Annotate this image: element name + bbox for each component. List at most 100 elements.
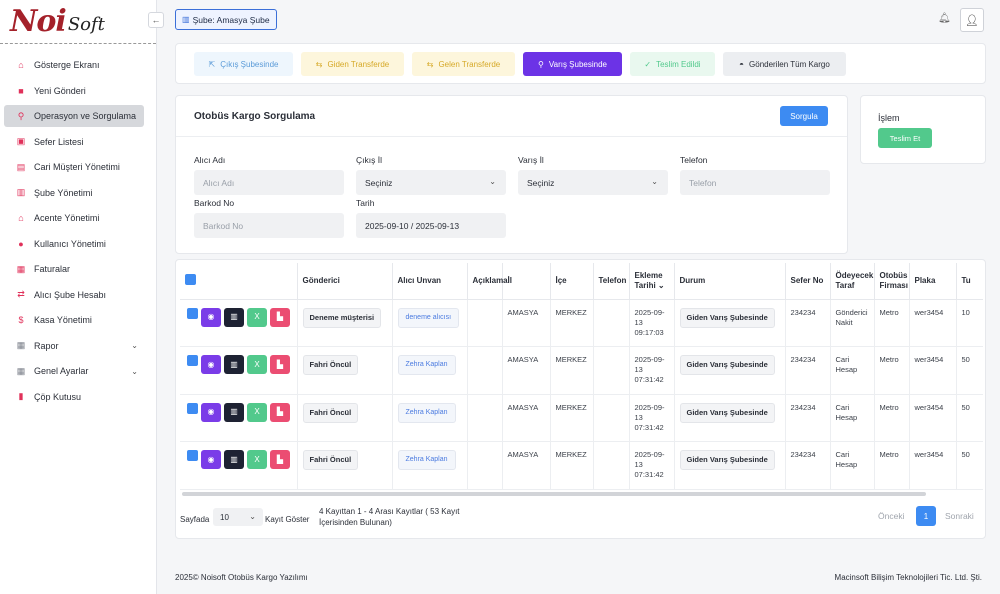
sidebar-item-customers[interactable]: ▤ Cari Müşteri Yönetimi [4, 156, 144, 178]
view-icon[interactable]: ◉ [201, 402, 221, 422]
column-header[interactable]: Alıcı Unvan [392, 263, 468, 300]
date-range-input[interactable]: 2025-09-10 / 2025-09-13 [356, 213, 506, 238]
pdf-icon[interactable]: ▙ [270, 402, 290, 422]
barcode-icon[interactable]: ▥ [224, 355, 244, 374]
sender-badge[interactable]: Fahri Öncül [302, 355, 359, 375]
horizontal-scrollbar[interactable] [182, 492, 926, 496]
row-checkbox[interactable] [187, 450, 198, 461]
sidebar-item-agencies[interactable]: ⌂ Acente Yönetimi [4, 207, 144, 229]
excel-icon[interactable]: X [247, 307, 267, 327]
table-row[interactable]: ◉ ▥ X ▙ Deneme müşterisi deneme alıcısı AMASYA… [180, 299, 983, 347]
receiver-badge[interactable]: Zehra Kaplan [397, 402, 456, 423]
pdf-icon[interactable]: ▙ [270, 307, 290, 327]
row-checkbox[interactable] [187, 307, 198, 319]
sidebar-item-settings[interactable]: ▦ Genel Ayarlar ⌄ [4, 360, 144, 382]
tab-label: Gelen Transferde [438, 59, 501, 69]
column-header[interactable]: Plaka [909, 263, 957, 300]
phone-input[interactable]: Telefon [680, 170, 830, 195]
view-icon[interactable]: ◉ [201, 355, 221, 374]
row-checkbox[interactable] [187, 402, 198, 414]
sender-badge[interactable]: Fahri Öncül [302, 450, 359, 470]
deliver-button[interactable]: Teslim Et [878, 128, 932, 148]
status-badge[interactable]: Giden Varış Şubesinde [679, 450, 775, 470]
status-badge[interactable]: Giden Varış Şubesinde [679, 355, 775, 375]
city-cell: AMASYA [502, 394, 551, 442]
sidebar-item-users[interactable]: ● Kullanıcı Yönetimi [4, 233, 144, 255]
sidebar-item-trash[interactable]: ▮ Çöp Kutusu [4, 386, 144, 408]
per-page-select[interactable]: 10 ⌄ [213, 508, 263, 526]
pdf-icon[interactable]: ▙ [270, 355, 290, 374]
barcode-input[interactable]: Barkod No [194, 213, 344, 238]
sidebar-item-receiver-account[interactable]: ⇄ Alıcı Şube Hesabı [4, 284, 144, 306]
select-all-checkbox[interactable] [185, 273, 196, 285]
sidebar-item-operations[interactable]: ⚲ Operasyon ve Sorgulama [4, 105, 144, 127]
trip-no-cell: 234234 [785, 299, 831, 347]
receiver-badge[interactable]: deneme alıcısı [397, 307, 460, 328]
table-row[interactable]: ◉ ▥ X ▙ Fahri Öncül Zehra Kaplan AMASYA MERKEZ 2… [180, 346, 983, 395]
sender-badge[interactable]: Deneme müşterisi [302, 307, 382, 328]
excel-icon[interactable]: X [247, 355, 267, 374]
receiver-name-input[interactable]: Alıcı Adı [194, 170, 344, 195]
status-badge[interactable]: Giden Varış Şubesinde [679, 307, 775, 328]
excel-icon[interactable]: X [247, 450, 267, 469]
exchange-icon: ⇆ [426, 59, 434, 69]
arrival-city-select[interactable]: Seçiniz ⌄ [518, 170, 668, 195]
barcode-icon[interactable]: ▥ [224, 402, 244, 422]
chevron-down-icon: ⌄ [651, 177, 658, 186]
tab-incoming-transfer[interactable]: ⇆ Gelen Transferde [412, 52, 515, 76]
tab-outgoing-transfer[interactable]: ⇆ Giden Transferde [301, 52, 404, 76]
sidebar-item-dashboard[interactable]: ⌂ Gösterge Ekranı [4, 54, 144, 76]
table-row[interactable]: ◉ ▥ X ▙ Fahri Öncül Zehra Kaplan AMASYA MERKEZ 2… [180, 441, 983, 490]
column-header[interactable]: Telefon [593, 263, 630, 300]
page-1-button[interactable]: 1 [916, 506, 936, 526]
column-header[interactable]: Açıklama [467, 263, 508, 300]
sidebar-item-trips[interactable]: ▣ Sefer Listesi [4, 131, 144, 153]
sidebar-item-invoices[interactable]: ▦ Faturalar [4, 258, 144, 280]
barcode-icon[interactable]: ▥ [224, 450, 244, 469]
status-badge[interactable]: Giden Varış Şubesinde [679, 402, 775, 423]
box-icon: ■ [18, 85, 24, 96]
brand-logo[interactable]: Noi Soft [0, 0, 156, 44]
user-icon: 👤︎ [965, 14, 979, 27]
sidebar-item-branches[interactable]: ▥ Şube Yönetimi [4, 182, 144, 204]
receiver-badge[interactable]: Zehra Kaplan [397, 355, 456, 375]
bell-icon[interactable]: 🔔︎ [938, 13, 951, 24]
column-header[interactable]: İçe [550, 263, 594, 300]
view-icon[interactable]: ◉ [201, 307, 221, 327]
action-panel: İşlem Teslim Et [860, 95, 986, 164]
departure-city-select[interactable]: Seçiniz ⌄ [356, 170, 506, 195]
sidebar-item-cash[interactable]: $ Kasa Yönetimi [4, 309, 144, 331]
column-header[interactable]: Ekleme Tarihi ⌄ [629, 263, 675, 300]
sender-badge[interactable]: Fahri Öncül [302, 402, 359, 423]
sidebar-item-label: Çöp Kutusu [34, 391, 82, 402]
excel-icon[interactable]: X [247, 402, 267, 422]
branch-selector[interactable]: ▥ Şube: Amasya Şube [175, 9, 277, 30]
barcode-icon[interactable]: ▥ [224, 307, 244, 327]
column-header[interactable]: Tu [956, 263, 983, 300]
table-row[interactable]: ◉ ▥ X ▙ Fahri Öncül Zehra Kaplan AMASYA MERKEZ 2… [180, 394, 983, 442]
receiver-badge[interactable]: Zehra Kaplan [397, 450, 456, 470]
sidebar-item-reports[interactable]: ▦ Rapor ⌄ [4, 335, 144, 357]
column-header[interactable]: Durum [674, 263, 786, 300]
pdf-icon[interactable]: ▙ [270, 450, 290, 469]
amount-cell: 50 [956, 346, 983, 395]
search-icon: ⚲ [17, 110, 25, 121]
column-header[interactable]: Gönderici [297, 263, 393, 300]
column-header[interactable]: İl [502, 263, 551, 300]
user-menu-button[interactable]: 👤︎ [960, 8, 984, 32]
tab-arrival-branch[interactable]: ⚲ Varış Şubesinde [523, 52, 622, 76]
tab-all-shipments[interactable]: ◓ Gönderilen Tüm Kargo [723, 52, 846, 76]
tab-departure-branch[interactable]: ⇱ Çıkış Şubesinde [194, 52, 293, 76]
row-checkbox[interactable] [187, 355, 198, 366]
column-header[interactable]: Ödeyecek Taraf [830, 263, 875, 300]
sidebar-collapse-button[interactable]: ← [148, 12, 164, 28]
tab-delivered[interactable]: ✓ Teslim Edildi [630, 52, 715, 76]
sidebar-item-label: Kasa Yönetimi [34, 315, 92, 325]
column-header[interactable]: Sefer No [785, 263, 831, 300]
previous-page-button[interactable]: Önceki [878, 511, 905, 521]
query-button[interactable]: Sorgula [780, 106, 828, 126]
next-page-button[interactable]: Sonraki [945, 511, 974, 521]
column-header[interactable]: Otobüs Firması [874, 263, 910, 300]
sidebar-item-new-shipment[interactable]: ■ Yeni Gönderi [4, 80, 144, 102]
view-icon[interactable]: ◉ [201, 450, 221, 469]
